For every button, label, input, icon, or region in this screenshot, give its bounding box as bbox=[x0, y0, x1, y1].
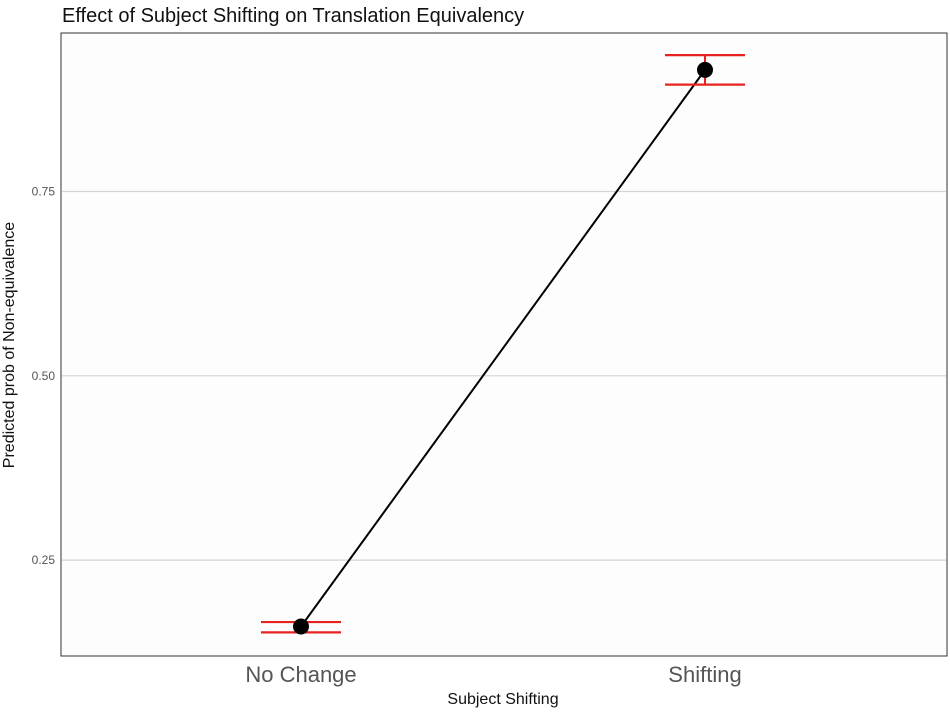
x-axis-title: Subject Shifting bbox=[447, 691, 558, 708]
plot-panel bbox=[60, 32, 948, 657]
y-axis-tick-labels: 0.25 0.50 0.75 bbox=[32, 185, 56, 568]
y-tick-label: 0.75 bbox=[32, 185, 56, 199]
x-axis-tick-labels: No Change Shifting bbox=[245, 662, 741, 687]
y-tick-label: 0.25 bbox=[32, 553, 56, 567]
y-tick-label: 0.50 bbox=[32, 369, 56, 383]
series-line bbox=[300, 69, 706, 628]
data-points bbox=[293, 61, 713, 635]
grid-lines bbox=[62, 190, 946, 561]
y-axis-title: Predicted prob of Non-equivalence bbox=[1, 222, 18, 468]
data-point bbox=[697, 61, 713, 78]
data-point bbox=[293, 618, 309, 635]
chart-title: Effect of Subject Shifting on Translatio… bbox=[62, 5, 524, 27]
x-tick-label: No Change bbox=[245, 662, 356, 687]
x-tick-label: Shifting bbox=[668, 662, 741, 687]
series-layer bbox=[300, 69, 706, 628]
